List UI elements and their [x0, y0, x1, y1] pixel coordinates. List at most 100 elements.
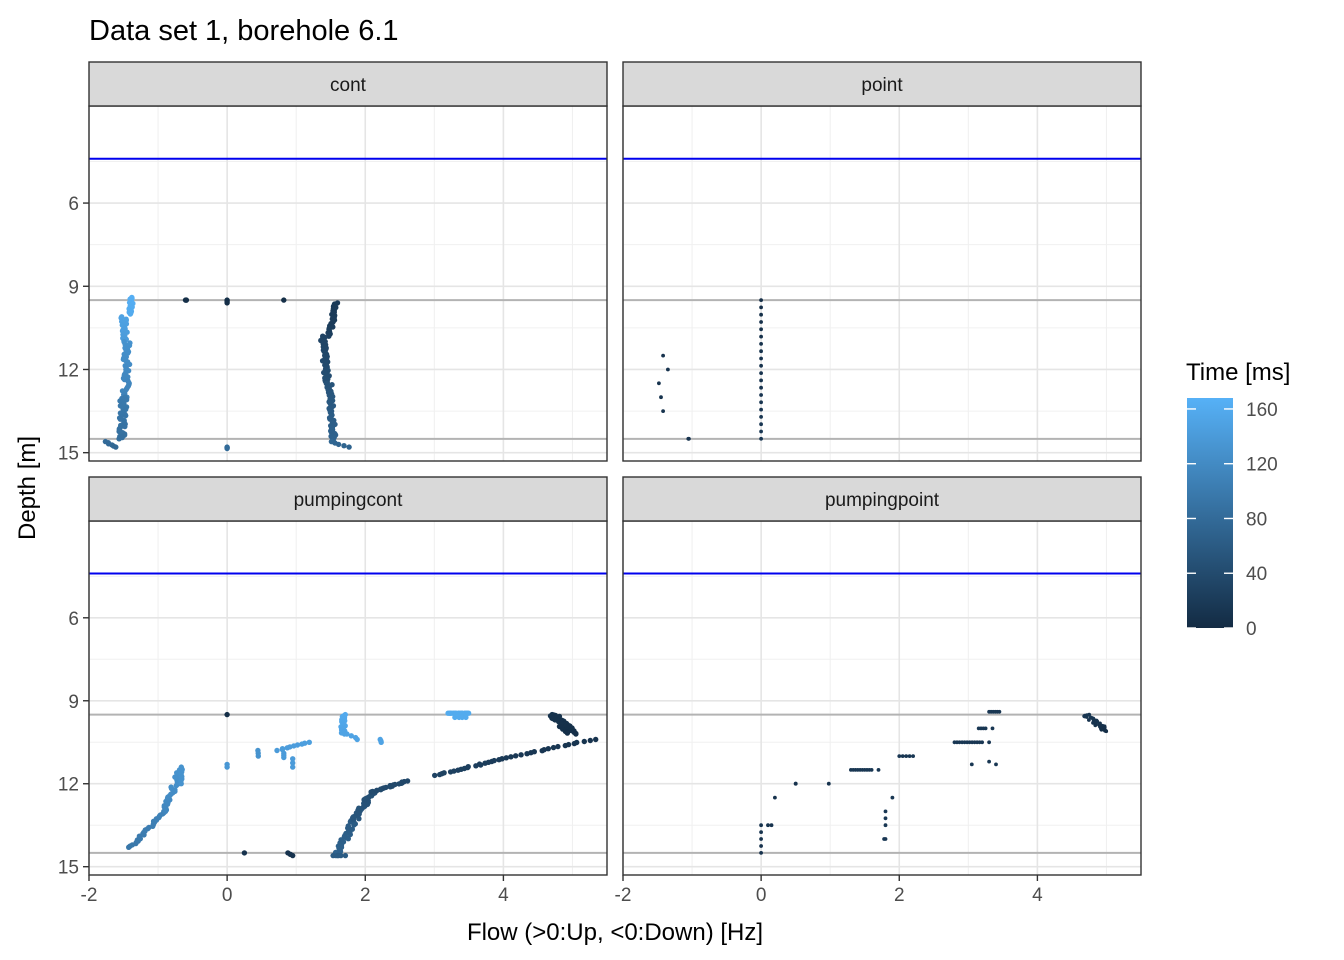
data-point — [759, 349, 763, 354]
data-point — [290, 760, 296, 766]
data-point — [564, 730, 571, 736]
data-point — [994, 762, 998, 767]
data-point — [883, 816, 888, 821]
data-point — [459, 714, 465, 721]
panel-pumpingcont: pumpingcont — [88, 476, 608, 876]
data-point — [883, 809, 888, 814]
data-point — [759, 356, 763, 361]
data-point — [1099, 727, 1104, 732]
data-point — [123, 412, 129, 419]
data-point — [759, 844, 763, 848]
data-point — [354, 736, 360, 743]
data-point — [573, 731, 579, 737]
data-point — [759, 298, 763, 302]
legend-tick-label: 120 — [1246, 455, 1278, 476]
data-point — [392, 781, 398, 788]
x-tick-label: -2 — [81, 885, 98, 906]
data-point — [574, 739, 580, 746]
data-point — [518, 752, 524, 758]
data-point — [987, 740, 991, 745]
data-point — [341, 443, 347, 449]
data-point — [987, 759, 991, 764]
data-point — [759, 363, 763, 368]
legend-tick-label: 80 — [1246, 509, 1267, 530]
data-point — [335, 441, 342, 448]
data-point — [383, 784, 389, 791]
facet-strip — [622, 476, 1142, 522]
data-point — [127, 311, 134, 317]
x-tick-label: -2 — [615, 885, 632, 906]
data-points — [759, 709, 1109, 855]
data-point — [759, 851, 763, 855]
data-point — [294, 742, 301, 748]
data-point — [499, 756, 505, 762]
data-point — [759, 436, 763, 441]
data-point — [759, 422, 763, 427]
data-point — [759, 823, 763, 828]
data-point — [451, 768, 457, 774]
data-point — [581, 738, 587, 745]
x-tick-label: 0 — [756, 885, 767, 906]
data-point — [661, 353, 665, 358]
colorbar — [1187, 398, 1233, 628]
gridlines — [88, 521, 607, 875]
data-point — [769, 823, 774, 828]
data-point — [503, 755, 509, 761]
data-point — [759, 385, 763, 390]
data-points — [126, 710, 599, 859]
data-point — [281, 754, 287, 761]
x-tick-label: 4 — [1032, 885, 1043, 906]
data-point — [452, 714, 458, 721]
data-point — [793, 781, 798, 786]
facet-strip-label: point — [861, 75, 903, 96]
data-point — [759, 320, 763, 324]
y-tick-labels: 6 9 12 15 6 9 12 15 — [58, 194, 89, 879]
data-point — [907, 754, 912, 758]
data-point — [342, 852, 349, 859]
x-tick-label: 2 — [360, 885, 371, 906]
data-point — [900, 754, 905, 758]
facet-strip-label: pumpingcont — [294, 490, 404, 511]
data-point — [759, 334, 763, 339]
panel-cont: cont — [88, 61, 608, 462]
data-point — [1087, 718, 1091, 722]
data-point — [759, 837, 763, 841]
data-point — [759, 371, 763, 375]
data-point — [666, 367, 670, 372]
legend-ticks: 0 40 80 120 160 — [1187, 400, 1278, 640]
data-point — [113, 444, 119, 450]
data-point — [378, 739, 384, 745]
x-tick-labels: -2 0 2 4 -2 0 2 4 — [81, 875, 1043, 906]
facet-strip — [88, 476, 608, 522]
data-point — [876, 768, 881, 772]
data-point — [224, 445, 230, 452]
data-point — [344, 731, 350, 737]
data-point — [432, 772, 438, 779]
x-tick-label: 0 — [222, 885, 233, 906]
y-tick-label: 9 — [68, 692, 79, 713]
data-point — [541, 747, 547, 753]
y-axis-label: Depth [m] — [14, 436, 41, 540]
data-point — [759, 429, 763, 434]
panel-point: point — [622, 61, 1142, 462]
data-point — [224, 764, 230, 770]
data-point — [555, 743, 561, 750]
data-point — [241, 850, 248, 856]
data-point — [759, 400, 763, 405]
data-point — [661, 409, 665, 413]
y-tick-label: 9 — [68, 277, 79, 298]
data-point — [759, 378, 763, 383]
data-point — [224, 300, 230, 306]
chart-title: Data set 1, borehole 6.1 — [89, 15, 399, 47]
data-point — [345, 823, 351, 829]
data-point — [290, 756, 296, 762]
y-tick-label: 6 — [68, 609, 79, 630]
data-point — [255, 753, 261, 759]
data-point — [302, 740, 308, 746]
data-point — [657, 381, 661, 386]
data-point — [116, 436, 122, 442]
data-point — [290, 764, 296, 770]
data-points — [657, 298, 763, 441]
data-point — [686, 436, 691, 441]
